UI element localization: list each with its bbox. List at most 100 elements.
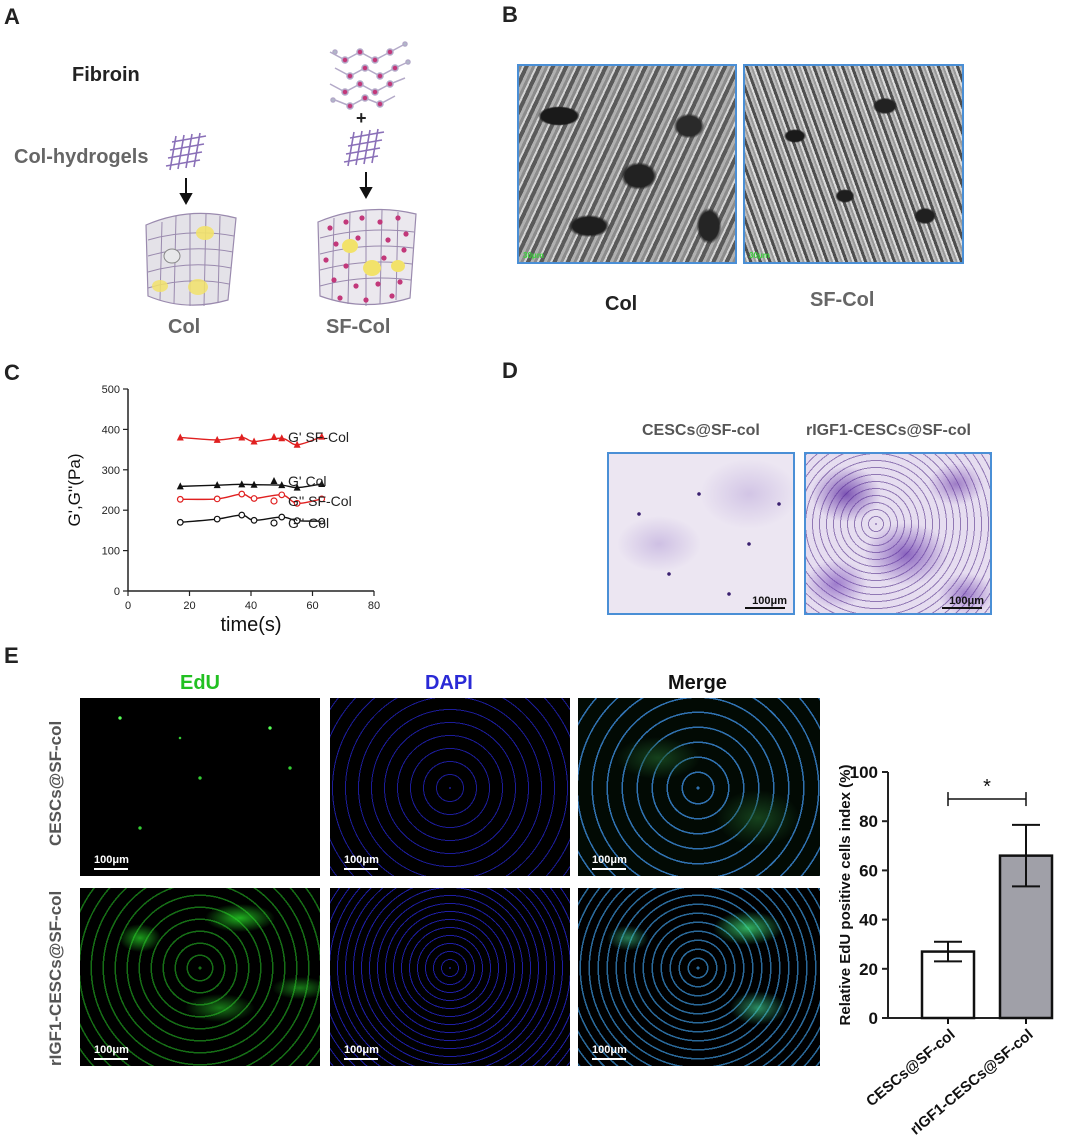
legend-entry: G'' Col	[288, 515, 329, 531]
y-tick-label: 100	[850, 763, 878, 782]
col-scaffold-icon	[145, 212, 237, 307]
data-point	[176, 518, 184, 526]
staining-image-rigf1-cescs: 100μm	[804, 452, 992, 615]
staining-title-right: rIGF1-CESCs@SF-col	[806, 422, 971, 439]
bar	[920, 950, 976, 1020]
y-tick-label: 80	[859, 812, 878, 831]
fluorescence-merge-row1: 100μm	[578, 698, 820, 876]
scale-bar	[94, 1058, 128, 1060]
scale-bar-label: 100μm	[592, 854, 627, 866]
col-hydrogels-label: Col-hydrogels	[14, 146, 149, 168]
legend-entry: G' Col	[288, 473, 326, 489]
data-point	[278, 434, 286, 442]
y-axis-label: G',G''(Pa)	[65, 453, 84, 526]
sem-image-col: 30μm	[517, 64, 737, 264]
data-point	[176, 482, 184, 490]
data-point	[293, 483, 301, 491]
scale-bar	[745, 607, 785, 609]
data-point	[176, 495, 184, 503]
y-tick-label: 100	[102, 546, 120, 558]
scale-bar-label: 100μm	[94, 854, 129, 866]
scale-bar-label: 30μm	[523, 251, 544, 260]
data-point	[278, 481, 286, 489]
legend-marker	[270, 497, 278, 505]
scale-bar	[344, 1058, 378, 1060]
data-point	[213, 515, 221, 523]
row-label-rigf1-cescs: rIGF1-CESCs@SF-col	[46, 890, 65, 1066]
data-point	[250, 516, 258, 524]
legend-entry: G'' SF-Col	[288, 493, 352, 509]
data-point	[278, 491, 286, 499]
y-axis-label: Relative EdU positive cells index (%)	[837, 765, 854, 1026]
panel-letter-a: A	[4, 4, 20, 29]
col-hydrogel-mesh-icon-2	[343, 128, 385, 167]
data-point	[278, 513, 286, 521]
staining-image-cescs: 100μm	[607, 452, 795, 615]
x-tick-label: 40	[245, 600, 257, 612]
x-tick-label: 0	[125, 600, 131, 612]
data-point	[318, 479, 326, 487]
plus-sign: +	[356, 108, 367, 128]
legend-marker	[270, 433, 278, 440]
fibroin-label: Fibroin	[72, 64, 140, 86]
data-point	[213, 481, 221, 489]
panel-letter-b: B	[502, 2, 518, 27]
col-hydrogel-mesh-icon	[165, 132, 207, 171]
data-point	[318, 517, 326, 525]
y-tick-label: 300	[102, 465, 120, 477]
panel-a-diagram: Fibroin + Col-hydrogels Col SF-Col	[0, 0, 490, 350]
data-point	[238, 480, 246, 488]
scale-bar-label: 100μm	[752, 595, 787, 607]
fluorescence-merge-row2: 100μm	[578, 888, 820, 1066]
scale-bar	[942, 607, 982, 609]
panel-a-illustration	[145, 41, 417, 307]
staining-title-left: CESCs@SF-col	[642, 422, 760, 439]
column-header-merge: Merge	[668, 672, 727, 694]
sem-sf-col-label: SF-Col	[810, 289, 875, 311]
sem-image-sf-col: 30μm	[743, 64, 964, 264]
legend-marker	[270, 519, 278, 527]
data-point	[250, 480, 258, 488]
sf-col-scaffold-icon	[317, 208, 417, 306]
data-point	[293, 440, 301, 448]
fibroin-molecule-icon	[329, 41, 411, 110]
column-header-edu: EdU	[180, 672, 220, 694]
scale-bar	[94, 868, 128, 870]
y-tick-label: 200	[102, 505, 120, 517]
y-tick-label: 400	[102, 424, 120, 436]
legend-marker	[270, 477, 278, 484]
bar	[998, 854, 1054, 1020]
scale-bar	[344, 868, 378, 870]
column-header-dapi: DAPI	[425, 672, 473, 694]
panel-letter-d: D	[502, 358, 518, 383]
y-tick-label: 20	[859, 960, 878, 979]
x-tick-label: 60	[306, 600, 318, 612]
panel-letter-c: C	[4, 360, 20, 385]
rheology-chart: 0 100 200 300 400 500 0 20 40 60 80 time(s) G',G''(P…	[65, 384, 380, 636]
scale-bar-label: 100μm	[592, 1044, 627, 1056]
data-point	[213, 435, 221, 443]
sf-col-label: SF-Col	[326, 316, 391, 338]
data-point	[213, 495, 221, 503]
y-tick-label: 40	[859, 911, 878, 930]
data-point	[176, 433, 184, 441]
down-arrow-icon	[179, 172, 373, 206]
y-tick-label: 500	[102, 384, 120, 396]
data-point	[293, 517, 301, 525]
fluorescence-dapi-row1: 100μm	[330, 698, 570, 876]
legend-entry: G' SF-Col	[288, 429, 349, 445]
fluorescence-dapi-row2: 100μm	[330, 888, 570, 1066]
scale-bar	[592, 1058, 626, 1060]
x-tick-label: 80	[368, 600, 380, 612]
data-point	[318, 495, 326, 503]
scale-bar-label: 30μm	[749, 251, 770, 260]
data-point	[238, 490, 246, 498]
data-point	[238, 511, 246, 519]
col-label: Col	[168, 316, 201, 338]
data-point	[318, 432, 326, 440]
y-tick-label: 60	[859, 861, 878, 880]
data-point	[250, 495, 258, 502]
data-point	[238, 433, 246, 441]
x-tick-label: 20	[183, 600, 195, 612]
